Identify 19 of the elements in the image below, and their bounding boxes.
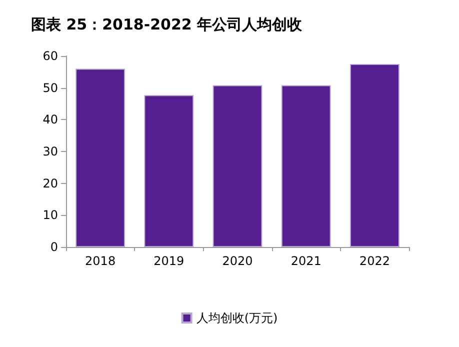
y-tick-label: 20 [42,176,58,190]
bar [144,95,194,247]
x-tick-label: 2020 [222,254,253,268]
bar [76,68,125,247]
bar [281,85,331,247]
legend-label: 人均创收(万元) [196,311,278,325]
bar [350,64,400,247]
x-tick-label: 2021 [290,254,322,268]
y-tick-label: 60 [42,49,58,63]
y-tick-label: 50 [42,80,58,95]
bar [212,85,262,247]
y-tick-label: 40 [42,112,58,127]
y-tick-label: 10 [42,208,58,222]
y-tick-label: 30 [42,144,58,158]
chart-title: 图表 25：2018-2022 年公司人均创收 [31,16,304,34]
x-tick-label: 2022 [359,254,390,268]
x-tick-label: 2019 [154,254,184,268]
x-tick-label: 2018 [85,254,116,268]
y-tick-label: 0 [50,240,58,254]
